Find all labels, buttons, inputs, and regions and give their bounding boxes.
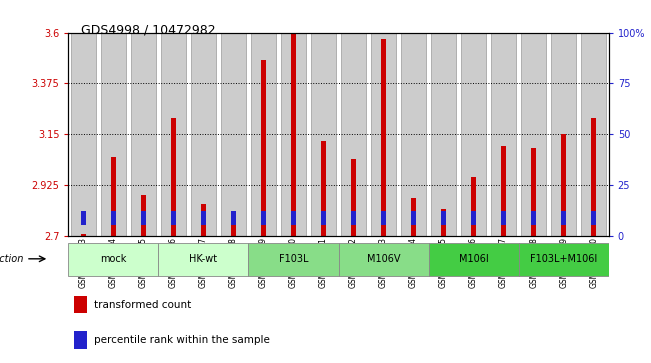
Bar — [171, 211, 176, 225]
Text: F103L+M106I: F103L+M106I — [530, 254, 597, 264]
Bar — [81, 211, 86, 225]
Bar — [321, 141, 326, 236]
Bar — [340, 33, 367, 236]
Text: F103L: F103L — [279, 254, 308, 264]
Bar — [171, 118, 176, 236]
Bar — [281, 33, 306, 236]
Bar — [441, 209, 447, 236]
Bar — [230, 211, 236, 236]
Bar — [249, 243, 339, 276]
Bar — [411, 211, 416, 225]
Bar — [111, 211, 116, 225]
Bar — [191, 33, 216, 236]
Text: GDS4998 / 10472982: GDS4998 / 10472982 — [81, 24, 216, 37]
Bar — [521, 33, 546, 236]
Bar — [471, 211, 477, 225]
Bar — [74, 296, 87, 314]
Bar — [70, 33, 96, 236]
Bar — [501, 146, 506, 236]
Bar — [81, 234, 86, 236]
Bar — [581, 33, 607, 236]
Bar — [501, 211, 506, 225]
Text: mock: mock — [100, 254, 126, 264]
Bar — [291, 211, 296, 225]
Bar — [141, 195, 146, 236]
Bar — [381, 211, 386, 225]
Bar — [531, 211, 536, 225]
Bar — [428, 243, 519, 276]
Bar — [221, 33, 246, 236]
Bar — [101, 33, 126, 236]
Text: HK-wt: HK-wt — [189, 254, 217, 264]
Bar — [261, 60, 266, 236]
Bar — [411, 197, 416, 236]
Bar — [491, 33, 516, 236]
Bar — [201, 204, 206, 236]
Bar — [591, 211, 596, 225]
Text: M106I: M106I — [459, 254, 488, 264]
Bar — [230, 211, 236, 225]
Bar — [141, 211, 146, 225]
Bar — [551, 33, 576, 236]
Bar — [339, 243, 428, 276]
Bar — [158, 243, 249, 276]
Bar — [321, 211, 326, 225]
Bar — [291, 33, 296, 236]
Bar — [471, 177, 477, 236]
Bar — [311, 33, 337, 236]
Bar — [371, 33, 396, 236]
Bar — [591, 118, 596, 236]
Bar — [519, 243, 609, 276]
Text: percentile rank within the sample: percentile rank within the sample — [94, 335, 270, 345]
Bar — [251, 33, 276, 236]
Text: M106V: M106V — [367, 254, 400, 264]
Bar — [561, 211, 566, 225]
Text: infection: infection — [0, 254, 24, 264]
Bar — [381, 40, 386, 236]
Text: transformed count: transformed count — [94, 300, 191, 310]
Bar — [351, 211, 356, 225]
Bar — [261, 211, 266, 225]
Bar — [68, 243, 158, 276]
Bar — [351, 159, 356, 236]
Bar — [461, 33, 486, 236]
Bar — [401, 33, 426, 236]
Bar — [431, 33, 456, 236]
Bar — [111, 157, 116, 236]
Bar — [131, 33, 156, 236]
Bar — [74, 331, 87, 348]
Bar — [531, 148, 536, 236]
Bar — [561, 134, 566, 236]
Bar — [441, 211, 447, 225]
Bar — [161, 33, 186, 236]
Bar — [201, 211, 206, 225]
